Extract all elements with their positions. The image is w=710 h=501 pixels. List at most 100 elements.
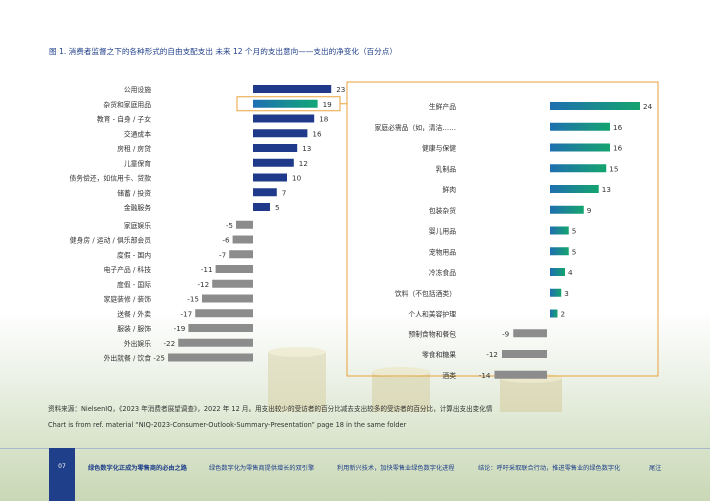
left-bar xyxy=(253,99,318,108)
left-value-label: 16 xyxy=(312,129,322,138)
left-value-label: -6 xyxy=(222,236,230,245)
left-category-label: 度假 - 国内 xyxy=(117,250,151,259)
right-bar-chart: 生鲜产品 24 家庭必需品（如，清洁…… 16 健康与保健 16 乳制品 15 鲜肉 13 包装杂货… xyxy=(374,102,653,380)
left-category-label: 储蓄 / 投资 xyxy=(117,188,151,197)
footer-nav: 07 绿色数字化正成为零售商的必由之路 绿色数字化为零售商提供增长的双引擎 利用… xyxy=(0,448,710,501)
right-category-label: 健康与保健 xyxy=(422,144,456,153)
left-value-label: 12 xyxy=(299,159,308,168)
right-category-label: 预制食物和餐包 xyxy=(408,329,456,338)
right-value-label: 5 xyxy=(572,247,577,256)
footer-link-endnotes[interactable]: 尾注 xyxy=(649,465,662,472)
right-value-label: 16 xyxy=(613,144,623,153)
right-value-label: 4 xyxy=(568,268,573,277)
left-category-label: 债务偿还，如信用卡、贷款 xyxy=(69,174,151,183)
connector-line xyxy=(340,103,348,236)
left-value-label: 7 xyxy=(282,188,287,197)
left-bar xyxy=(253,158,294,167)
right-value-label: 16 xyxy=(613,123,623,132)
left-bar xyxy=(236,220,253,229)
left-category-label: 金融服务 xyxy=(124,203,151,212)
chart-title: 图 1. 消费者监督之下的各种形式的自由支配支出 未来 12 个月的支出意向——… xyxy=(49,47,397,56)
left-bar xyxy=(178,338,253,347)
right-category-label: 生鲜产品 xyxy=(429,102,456,111)
footer-link-section-3[interactable]: 利用新兴技术，加快零售业绿色数字化进程 xyxy=(337,465,455,472)
right-category-label: 零食和糖果 xyxy=(422,350,456,359)
right-value-label: -9 xyxy=(502,329,510,338)
right-bar xyxy=(550,309,558,318)
left-value-label: 23 xyxy=(336,85,345,94)
page-number: 07 xyxy=(49,448,75,501)
left-value-label: -22 xyxy=(163,339,175,348)
right-category-label: 饮料（不包括酒类） xyxy=(395,289,456,298)
right-category-label: 宠物用品 xyxy=(429,247,456,256)
left-category-label: 家庭娱乐 xyxy=(124,221,151,230)
right-bar xyxy=(550,205,584,214)
left-bar xyxy=(253,173,287,182)
left-value-label: -11 xyxy=(201,265,213,274)
left-value-label: 5 xyxy=(275,203,280,212)
left-bar xyxy=(253,144,298,152)
reference-note: Chart is from ref. material “NIQ-2023-Co… xyxy=(48,421,407,429)
right-bar xyxy=(550,102,640,110)
callout-connector xyxy=(340,103,348,236)
left-value-label: 13 xyxy=(302,144,311,153)
right-category-label: 家庭必需品（如，清洁…… xyxy=(374,123,456,132)
left-bar xyxy=(253,114,315,123)
right-value-label: 13 xyxy=(602,185,611,194)
right-category-label: 婴儿用品 xyxy=(429,228,456,236)
right-bar xyxy=(550,268,565,276)
right-value-label: 24 xyxy=(643,102,653,111)
left-category-label: 杂货和家庭用品 xyxy=(103,100,151,109)
left-bar xyxy=(215,265,253,273)
left-category-label: 儿童保育 xyxy=(124,159,151,168)
left-value-label: -17 xyxy=(180,309,192,318)
left-category-label: 外出娱乐 xyxy=(124,339,151,348)
footer-link-section-1[interactable]: 绿色数字化正成为零售商的必由之路 xyxy=(88,465,187,472)
footer-link-section-4[interactable]: 结论：呼吁采取联合行动，推进零售业的绿色数字化 xyxy=(478,465,621,472)
right-bar xyxy=(502,350,547,358)
highlight-box xyxy=(236,96,341,112)
right-value-label: 3 xyxy=(564,289,569,298)
left-category-label: 送餐 / 外卖 xyxy=(117,309,151,318)
left-category-label: 房租 / 房贷 xyxy=(117,144,151,153)
left-category-label: 家庭装修 / 装饰 xyxy=(104,295,152,304)
footer-divider xyxy=(0,448,710,449)
left-category-label: 度假 - 国际 xyxy=(117,280,151,289)
left-bar xyxy=(212,279,253,288)
left-category-label: 健身房 / 运动 / 俱乐部会员 xyxy=(70,236,151,245)
left-bar xyxy=(253,188,277,197)
right-category-label: 冷冻食品 xyxy=(429,268,456,277)
left-category-label: 外出就餐 / 饮食 xyxy=(104,354,152,363)
right-category-label: 鲜肉 xyxy=(442,185,456,194)
right-category-label: 个人和美容护理 xyxy=(408,310,456,319)
left-bar xyxy=(253,129,308,138)
left-bar xyxy=(195,309,253,318)
left-category-label: 服装 / 服饰 xyxy=(117,324,151,333)
left-category-label: 交通成本 xyxy=(124,129,151,138)
right-category-label: 乳制品 xyxy=(436,164,457,173)
left-bar xyxy=(202,294,253,303)
left-bar xyxy=(188,324,253,332)
source-note: 资料来源：NielsenIQ，《2023 年消费者展望调查》，2022 年 12… xyxy=(48,405,493,413)
right-value-label: 9 xyxy=(587,206,592,215)
right-category-label: 酒类 xyxy=(442,371,456,380)
right-bar xyxy=(550,143,610,152)
left-bar xyxy=(253,85,332,93)
left-value-label: -15 xyxy=(187,295,199,304)
left-category-label: 公用设施 xyxy=(124,85,151,94)
right-value-label: 5 xyxy=(572,227,577,236)
left-category-label: 教育 - 自身 / 子女 xyxy=(97,115,151,124)
left-value-label: -12 xyxy=(197,280,209,289)
left-bar xyxy=(253,203,270,211)
right-bar xyxy=(550,185,599,193)
right-category-label: 包装杂货 xyxy=(429,206,456,215)
right-bar xyxy=(494,370,547,379)
right-value-label: 15 xyxy=(609,164,618,173)
left-bar xyxy=(232,235,253,244)
left-value-label: -5 xyxy=(226,221,233,230)
footer-link-section-2[interactable]: 绿色数字化为零售商提供增长的双引擎 xyxy=(209,465,315,472)
left-value-label: 10 xyxy=(292,174,302,183)
right-bar xyxy=(550,122,610,131)
right-bar xyxy=(550,164,607,173)
